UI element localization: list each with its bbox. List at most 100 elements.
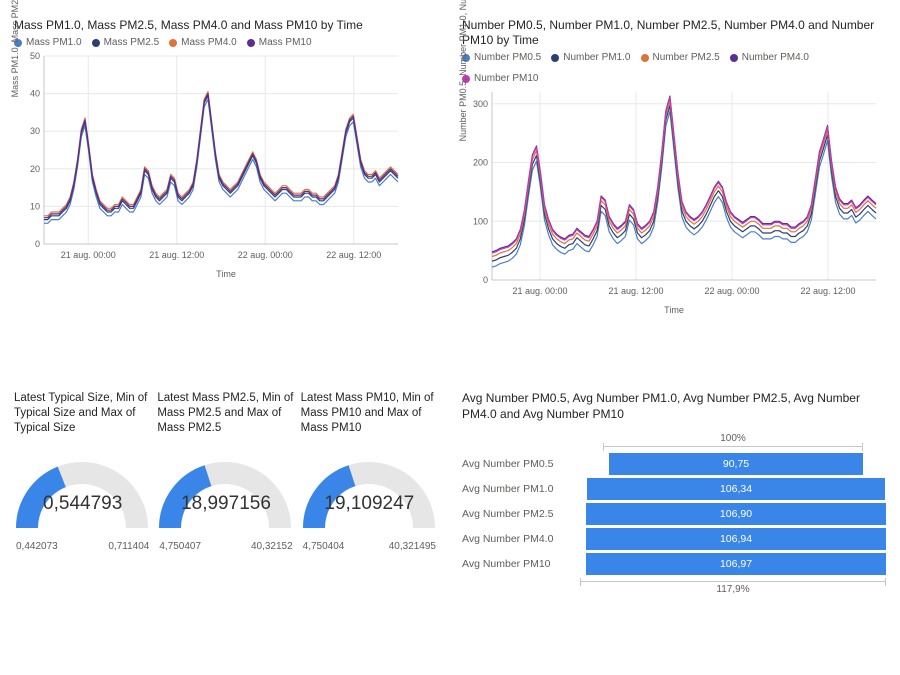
funnel-bar: 106,94	[586, 528, 886, 550]
svg-text:0: 0	[483, 275, 488, 285]
svg-text:30: 30	[30, 126, 40, 136]
funnel-row: Avg Number PM0.5 90,75	[462, 453, 886, 475]
gauges-panel: Latest Typical Size, Min of Typical Size…	[14, 391, 438, 661]
funnel-bar-area: 106,94	[586, 528, 886, 550]
gauge-minmax: 4,750404 40,321495	[301, 541, 438, 552]
legend-swatch	[730, 54, 738, 62]
funnel-bar: 106,90	[586, 503, 886, 525]
legend-item: Mass PM1.0	[14, 37, 82, 48]
legend-label: Number PM0.5	[474, 52, 541, 63]
legend-label: Mass PM10	[259, 37, 312, 48]
svg-text:21 aug. 12:00: 21 aug. 12:00	[608, 286, 663, 296]
svg-text:20: 20	[30, 164, 40, 174]
gauge-min: 4,750407	[159, 541, 201, 552]
svg-text:22 aug. 12:00: 22 aug. 12:00	[326, 250, 381, 260]
gauge-panel: Latest Typical Size, Min of Typical Size…	[14, 391, 151, 552]
number-chart-plot: Number PM0.5, Number PM1.0, Nu… 01002003…	[462, 88, 886, 315]
funnel-row-label: Avg Number PM0.5	[462, 458, 580, 470]
funnel-bar-area: 106,97	[586, 553, 886, 575]
legend-item: Number PM1.0	[551, 52, 630, 63]
svg-text:200: 200	[473, 158, 488, 168]
gauge-title: Latest Typical Size, Min of Typical Size…	[14, 391, 151, 436]
funnel-rows: Avg Number PM0.5 90,75 Avg Number PM1.0 106…	[462, 453, 886, 575]
funnel-row: Avg Number PM1.0 106,34	[462, 478, 886, 500]
svg-text:22 aug. 00:00: 22 aug. 00:00	[704, 286, 759, 296]
funnel-bottom-label: 117,9%	[580, 584, 886, 595]
gauge-box: 19,109247	[301, 452, 438, 539]
legend-label: Number PM10	[474, 73, 538, 84]
gauge-minmax: 0,442073 0,711404	[14, 541, 151, 552]
funnel-top-label: 100%	[580, 433, 886, 444]
funnel-row-label: Avg Number PM2.5	[462, 508, 580, 520]
gauge-title: Latest Mass PM2.5, Min of Mass PM2.5 and…	[157, 391, 294, 436]
legend-label: Number PM2.5	[653, 52, 720, 63]
gauge-box: 18,997156	[157, 452, 294, 539]
legend-item: Number PM0.5	[462, 52, 541, 63]
legend-item: Number PM10	[462, 73, 538, 84]
gauge-panel: Latest Mass PM2.5, Min of Mass PM2.5 and…	[157, 391, 294, 552]
number-chart-svg: 0 100 200 300 21 aug. 00:00 21 aug. 12:00 22 a…	[462, 88, 882, 298]
svg-text:22 aug. 12:00: 22 aug. 12:00	[800, 286, 855, 296]
legend-swatch	[247, 39, 255, 47]
gauge-panel: Latest Mass PM10, Min of Mass PM10 and M…	[301, 391, 438, 552]
funnel-bar-area: 106,90	[586, 503, 886, 525]
legend-swatch	[169, 39, 177, 47]
legend-swatch	[92, 39, 100, 47]
funnel-bar: 106,97	[586, 553, 886, 575]
gauge-title: Latest Mass PM10, Min of Mass PM10 and M…	[301, 391, 438, 436]
funnel-top-bracket	[603, 446, 863, 447]
number-chart-legend: Number PM0.5 Number PM1.0 Number PM2.5 Numb…	[462, 52, 886, 84]
gauge-min: 4,750404	[303, 541, 345, 552]
number-chart-title: Number PM0.5, Number PM1.0, Number PM2.5…	[462, 18, 886, 48]
number-chart-yaxis-title: Number PM0.5, Number PM1.0, Nu…	[458, 0, 468, 141]
svg-text:21 aug. 00:00: 21 aug. 00:00	[61, 250, 116, 260]
gauge-minmax: 4,750407 40,32152	[157, 541, 294, 552]
gauge-value: 0,544793	[14, 493, 151, 515]
svg-text:300: 300	[473, 99, 488, 109]
funnel-row: Avg Number PM10 106,97	[462, 553, 886, 575]
legend-item: Mass PM10	[247, 37, 312, 48]
funnel-row: Avg Number PM2.5 106,90	[462, 503, 886, 525]
funnel-bar-area: 106,34	[586, 478, 886, 500]
gauge-max: 40,32152	[251, 541, 293, 552]
svg-text:0: 0	[35, 239, 40, 249]
legend-swatch	[551, 54, 559, 62]
number-chart-panel: Number PM0.5, Number PM1.0, Number PM2.5…	[462, 18, 886, 381]
svg-text:21 aug. 12:00: 21 aug. 12:00	[149, 250, 204, 260]
gauge-max: 0,711404	[108, 541, 149, 552]
funnel-title: Avg Number PM0.5, Avg Number PM1.0, Avg …	[462, 391, 886, 422]
gauge-value: 18,997156	[157, 493, 294, 515]
mass-chart-title: Mass PM1.0, Mass PM2.5, Mass PM4.0 and M…	[14, 18, 438, 33]
funnel-row-label: Avg Number PM1.0	[462, 483, 580, 495]
mass-chart-svg: 0 10 20 30 40 50 21 aug. 00:00 21 aug. 12:00 22 …	[14, 52, 404, 262]
legend-label: Mass PM1.0	[26, 37, 82, 48]
funnel-bar-area: 90,75	[586, 453, 886, 475]
legend-item: Mass PM2.5	[92, 37, 160, 48]
gauge-min: 0,442073	[16, 541, 58, 552]
svg-text:10: 10	[30, 201, 40, 211]
svg-text:21 aug. 00:00: 21 aug. 00:00	[512, 286, 567, 296]
funnel-panel: Avg Number PM0.5, Avg Number PM1.0, Avg …	[462, 391, 886, 661]
svg-text:40: 40	[30, 89, 40, 99]
gauge-max: 40,321495	[389, 541, 436, 552]
legend-item: Mass PM4.0	[169, 37, 237, 48]
legend-label: Number PM1.0	[563, 52, 630, 63]
legend-item: Number PM2.5	[641, 52, 720, 63]
svg-text:50: 50	[30, 52, 40, 61]
mass-chart-yaxis-title: Mass PM1.0, Mass PM2.5, Mass PM4.0 …	[10, 0, 20, 97]
mass-chart-plot: Mass PM1.0, Mass PM2.5, Mass PM4.0 … 010…	[14, 52, 438, 279]
svg-text:100: 100	[473, 216, 488, 226]
gauge-box: 0,544793	[14, 452, 151, 539]
legend-label: Number PM4.0	[742, 52, 809, 63]
mass-chart-panel: Mass PM1.0, Mass PM2.5, Mass PM4.0 and M…	[14, 18, 438, 381]
funnel-row-label: Avg Number PM4.0	[462, 533, 580, 545]
funnel-bar: 90,75	[609, 453, 864, 475]
funnel-bar: 106,34	[587, 478, 885, 500]
funnel-bottom-bracket	[580, 581, 886, 582]
funnel-row-label: Avg Number PM10	[462, 558, 580, 570]
legend-label: Mass PM2.5	[104, 37, 160, 48]
gauge-value: 19,109247	[301, 493, 438, 515]
mass-chart-xaxis-title: Time	[14, 269, 438, 279]
legend-item: Number PM4.0	[730, 52, 809, 63]
funnel-row: Avg Number PM4.0 106,94	[462, 528, 886, 550]
